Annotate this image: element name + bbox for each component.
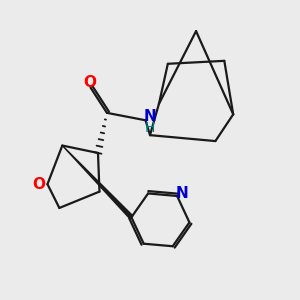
Text: O: O (33, 177, 46, 192)
Polygon shape (62, 146, 133, 219)
Text: O: O (83, 75, 97, 90)
Text: N: N (175, 186, 188, 201)
Text: N: N (143, 109, 156, 124)
Text: H: H (145, 121, 155, 135)
